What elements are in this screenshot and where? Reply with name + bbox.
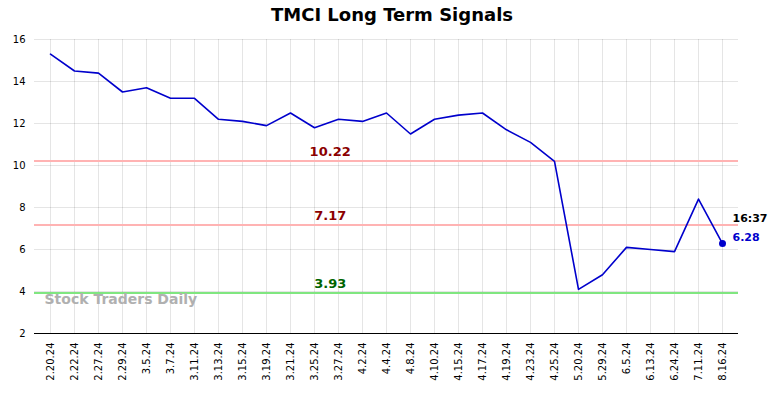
svg-text:8.16.24: 8.16.24 [717, 343, 728, 381]
svg-text:4.10.24: 4.10.24 [429, 343, 440, 381]
svg-text:3.25.24: 3.25.24 [309, 343, 320, 381]
svg-text:14: 14 [13, 76, 26, 87]
svg-text:3.5.24: 3.5.24 [141, 343, 152, 375]
svg-text:3.21.24: 3.21.24 [285, 343, 296, 381]
svg-text:2.29.24: 2.29.24 [117, 343, 128, 381]
svg-text:3.7.24: 3.7.24 [165, 343, 176, 375]
svg-text:10: 10 [13, 160, 26, 171]
svg-text:4.8.24: 4.8.24 [405, 343, 416, 375]
svg-text:4.2.24: 4.2.24 [357, 343, 368, 375]
svg-text:3.13.24: 3.13.24 [213, 343, 224, 381]
svg-text:7.17: 7.17 [314, 208, 346, 223]
svg-text:4.17.24: 4.17.24 [477, 343, 488, 381]
svg-text:4.19.24: 4.19.24 [501, 343, 512, 381]
svg-text:3.93: 3.93 [314, 276, 346, 291]
html-text:TMCI Long Term Signals: TMCI Long Term Signals [271, 4, 513, 25]
svg-text:3.19.24: 3.19.24 [261, 343, 272, 381]
svg-text:Stock Traders Daily: Stock Traders Daily [45, 291, 198, 307]
svg-text:8: 8 [19, 202, 25, 213]
svg-text:10.22: 10.22 [310, 144, 351, 159]
svg-text:5.20.24: 5.20.24 [573, 343, 584, 381]
svg-text:12: 12 [13, 118, 26, 129]
svg-text:2.20.24: 2.20.24 [45, 343, 56, 381]
svg-text:6.24.24: 6.24.24 [669, 343, 680, 381]
svg-text:3.27.24: 3.27.24 [333, 343, 344, 381]
svg-text:3.11.24: 3.11.24 [189, 343, 200, 381]
svg-text:7.11.24: 7.11.24 [693, 343, 704, 381]
svg-text:5.29.24: 5.29.24 [597, 343, 608, 381]
svg-text:6.5.24: 6.5.24 [621, 343, 632, 375]
svg-text:6.28: 6.28 [733, 231, 760, 244]
svg-text:16: 16 [13, 34, 26, 45]
svg-text:4.25.24: 4.25.24 [549, 343, 560, 381]
svg-text:4: 4 [19, 286, 25, 297]
svg-text:2: 2 [19, 328, 25, 339]
svg-text:4.4.24: 4.4.24 [381, 343, 392, 375]
svg-text:6: 6 [19, 244, 25, 255]
svg-text:16:37: 16:37 [733, 212, 768, 225]
svg-text:4.15.24: 4.15.24 [453, 343, 464, 381]
svg-text:2.22.24: 2.22.24 [69, 343, 80, 381]
svg-text:4.23.24: 4.23.24 [525, 343, 536, 381]
svg-text:2.27.24: 2.27.24 [93, 343, 104, 381]
svg-text:6.13.24: 6.13.24 [645, 343, 656, 381]
svg-text:3.15.24: 3.15.24 [237, 343, 248, 381]
